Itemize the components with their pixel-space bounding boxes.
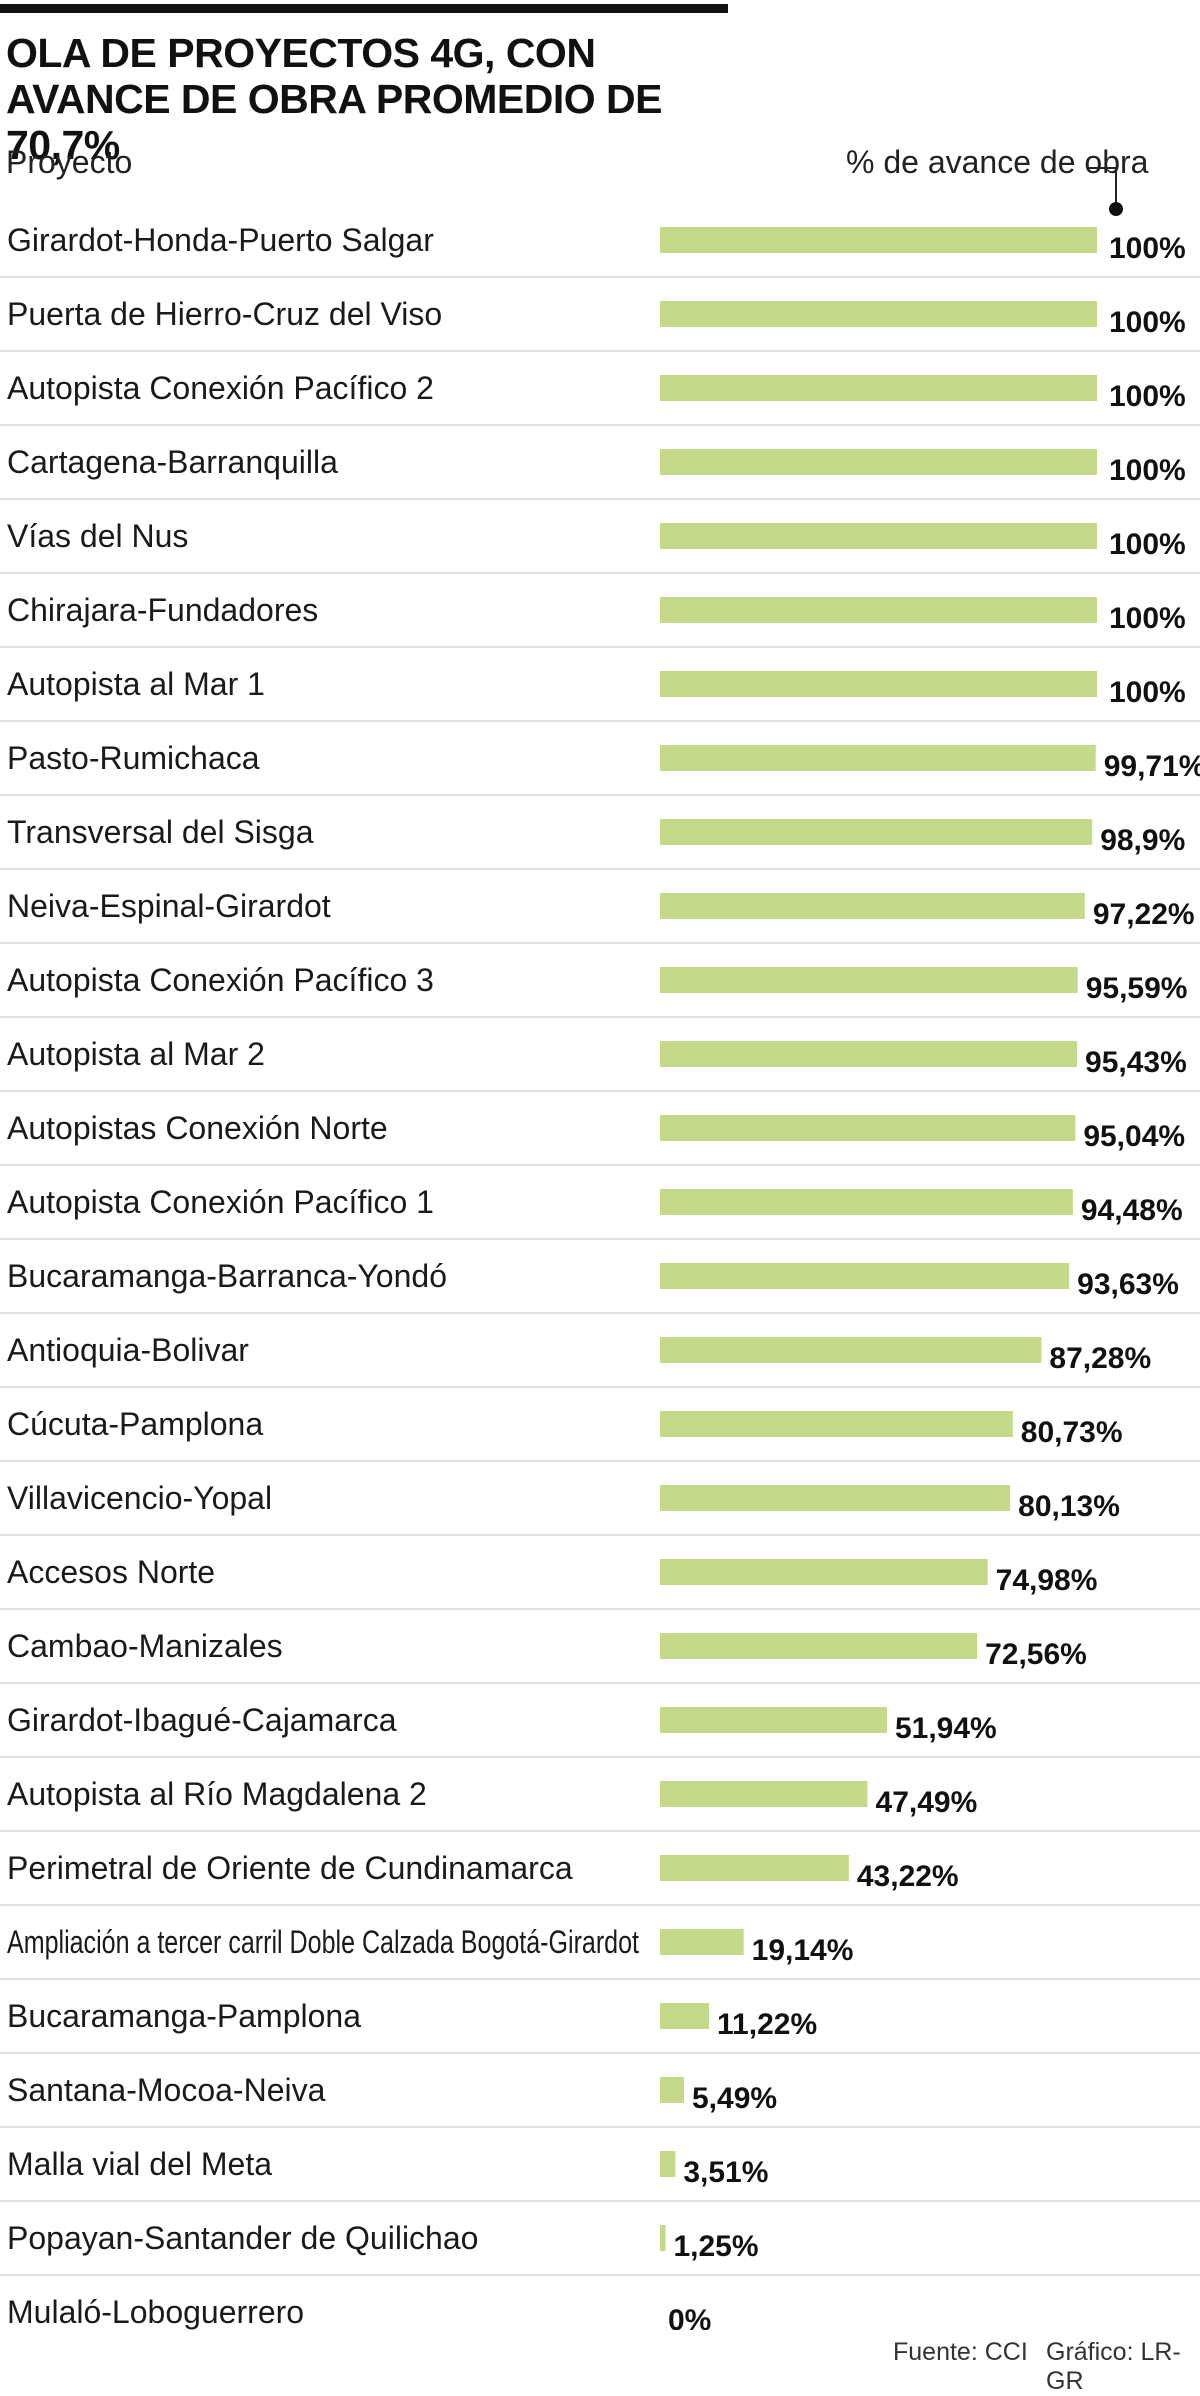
category-label: Cúcuta-Pamplona (7, 1406, 263, 1442)
bar (660, 597, 1097, 623)
bar (660, 893, 1085, 919)
value-label: 19,14% (752, 1934, 854, 1967)
value-label: 100% (1109, 380, 1186, 413)
value-label: 80,13% (1018, 1490, 1120, 1523)
category-label: Autopista Conexión Pacífico 3 (7, 962, 434, 998)
value-label: 93,63% (1077, 1268, 1179, 1301)
value-label: 100% (1109, 232, 1186, 265)
credit-note: Gráfico: LR-GR (1046, 2338, 1181, 2395)
value-label: 51,94% (895, 1712, 997, 1745)
value-label: 100% (1109, 306, 1186, 339)
category-label: Cambao-Manizales (7, 1628, 283, 1664)
bar (660, 745, 1096, 771)
bar (660, 2077, 684, 2103)
category-label: Girardot-Ibagué-Cajamarca (7, 1702, 397, 1738)
bar (660, 819, 1093, 845)
category-label: Neiva-Espinal-Girardot (7, 888, 331, 924)
value-label: 47,49% (876, 1786, 978, 1819)
value-label: 80,73% (1021, 1416, 1123, 1449)
bar (660, 1855, 849, 1881)
category-label: Santana-Mocoa-Neiva (7, 2072, 326, 2108)
category-label: Accesos Norte (7, 1554, 215, 1590)
category-label: Bucaramanga-Pamplona (7, 1998, 361, 2034)
value-label: 74,98% (996, 1564, 1098, 1597)
bar (660, 449, 1097, 475)
chart-title: OLA DE PROYECTOS 4G, CON AVANCE DE OBRA … (6, 30, 662, 168)
title-rule (0, 4, 728, 13)
bar (660, 2003, 710, 2029)
value-label: 100% (1109, 602, 1186, 635)
bar (660, 1781, 868, 1807)
category-label: Ampliación a tercer carril Doble Calzada… (7, 1924, 639, 1960)
category-label: Malla vial del Meta (7, 2146, 272, 2182)
bar (660, 1707, 887, 1733)
bar (660, 1929, 744, 1955)
value-label: 95,43% (1085, 1046, 1187, 1079)
bar (660, 2151, 676, 2177)
bar (660, 671, 1097, 697)
category-label: Autopista Conexión Pacífico 2 (7, 370, 434, 406)
bar (660, 227, 1097, 253)
value-label: 43,22% (857, 1860, 959, 1893)
value-label: 98,9% (1100, 824, 1185, 857)
category-label: Cartagena-Barranquilla (7, 444, 338, 480)
category-label: Chirajara-Fundadores (7, 592, 318, 628)
bar (660, 1411, 1013, 1437)
bar (660, 2225, 666, 2251)
category-label: Autopista al Mar 1 (7, 666, 265, 702)
value-label: 97,22% (1093, 898, 1195, 931)
value-label: 11,22% (717, 2008, 817, 2041)
value-label: 0% (668, 2304, 711, 2330)
category-label: Vías del Nus (7, 518, 188, 554)
category-label: Bucaramanga-Barranca-Yondó (7, 1258, 447, 1294)
bar (660, 1115, 1076, 1141)
value-label: 5,49% (692, 2082, 777, 2115)
bar (660, 375, 1097, 401)
category-label: Perimetral de Oriente de Cundinamarca (7, 1850, 573, 1886)
value-label: 72,56% (985, 1638, 1087, 1671)
header-connector-line (1088, 167, 1117, 204)
bar (660, 523, 1097, 549)
bar-chart: Girardot-Honda-Puerto Salgar 100% Puerta d… (0, 167, 1200, 2330)
value-label: 1,25% (673, 2230, 758, 2263)
category-label: Autopistas Conexión Norte (7, 1110, 388, 1146)
value-label: 99,71% (1104, 750, 1200, 783)
bar (660, 1633, 978, 1659)
category-label: Mulaló-Loboguerrero (7, 2294, 304, 2330)
category-label: Autopista Conexión Pacífico 1 (7, 1184, 434, 1220)
category-label: Villavicencio-Yopal (7, 1480, 272, 1516)
bar (660, 1485, 1011, 1511)
bar (660, 1559, 988, 1585)
category-label: Transversal del Sisga (7, 814, 314, 850)
value-label: 100% (1109, 454, 1186, 487)
category-label: Pasto-Rumichaca (7, 740, 260, 776)
value-label: 100% (1109, 528, 1186, 561)
category-label: Autopista al Mar 2 (7, 1036, 265, 1072)
bar (660, 1041, 1078, 1067)
source-note: Fuente: CCI (893, 2338, 1028, 2366)
value-label: 3,51% (683, 2156, 768, 2189)
value-label: 94,48% (1081, 1194, 1183, 1227)
value-label: 95,04% (1083, 1120, 1185, 1153)
value-column-header: % de avance de obra (846, 144, 1149, 180)
category-label: Girardot-Honda-Puerto Salgar (7, 222, 434, 258)
bar (660, 1189, 1073, 1215)
category-label: Puerta de Hierro-Cruz del Viso (7, 296, 442, 332)
category-label: Popayan-Santander de Quilichao (7, 2220, 478, 2256)
category-label: Antioquia-Bolivar (7, 1332, 249, 1368)
project-column-header: Proyecto (6, 144, 133, 180)
value-label: 87,28% (1049, 1342, 1151, 1375)
bar (660, 1263, 1070, 1289)
value-label: 100% (1109, 676, 1186, 709)
bar (660, 967, 1078, 993)
bar (660, 301, 1097, 327)
category-label: Autopista al Río Magdalena 2 (7, 1776, 427, 1812)
bar (660, 1337, 1042, 1363)
value-label: 95,59% (1086, 972, 1188, 1005)
header-connector-dot (1109, 202, 1123, 216)
